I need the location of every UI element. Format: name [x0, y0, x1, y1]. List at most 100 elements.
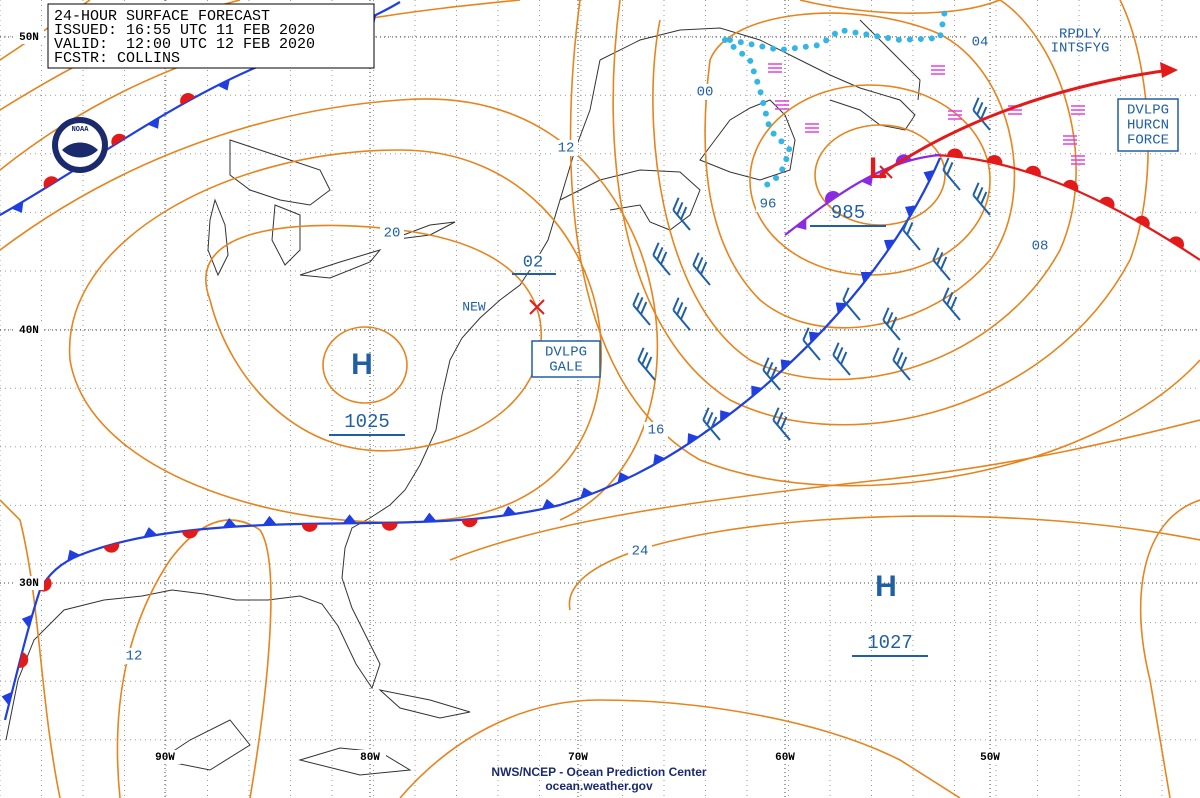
barb-flag [696, 256, 704, 271]
wind-barb [652, 242, 671, 276]
barb-flag [980, 191, 988, 205]
header-line: 24-HOUR SURFACE FORECAST [54, 8, 270, 25]
barb-flag [940, 256, 948, 270]
barb-staff [702, 419, 721, 441]
logo-bird [62, 142, 98, 158]
barb-staff [632, 304, 651, 326]
front-marker [181, 529, 198, 539]
isobar-label-box [644, 422, 668, 438]
front-marker [946, 148, 963, 158]
wind-barb [892, 347, 911, 381]
front-semicircle [301, 523, 318, 532]
front-marker [461, 518, 478, 528]
wind-barb [902, 217, 921, 251]
barb-staff [772, 419, 791, 441]
barb-flag [972, 97, 980, 111]
isobar-label-box [756, 196, 780, 212]
freezing-spray [768, 63, 1085, 165]
barb-flag [976, 101, 984, 116]
annotation: DVLPG [1127, 103, 1169, 119]
front-triangle [541, 498, 556, 510]
barb-flag [710, 416, 718, 430]
system-pressure: 1027 [867, 632, 913, 654]
barb-flag [942, 157, 950, 171]
front-triangle [422, 512, 437, 522]
barb-staff [942, 299, 961, 321]
front-semicircle [18, 652, 29, 668]
coastline [298, 747, 412, 776]
front-marker [180, 93, 196, 105]
barb-flag [980, 106, 988, 120]
footer: ocean.weather.gov [545, 779, 653, 793]
barb-staff [902, 229, 921, 251]
lon-label: 70W [568, 752, 588, 764]
wind-barb [972, 182, 991, 216]
wind-barb [702, 407, 721, 441]
header-line: FCSTR: COLLINS [54, 50, 180, 67]
front-marker [617, 472, 631, 484]
annotation: INTSFYG [1051, 41, 1110, 57]
barb-flag [676, 301, 684, 316]
isobar-label-box [968, 34, 992, 50]
lon-label: 80W [360, 752, 380, 764]
barb-flag [932, 247, 940, 261]
isobar-label: 08 [1032, 239, 1049, 255]
low-center-marker [879, 165, 893, 179]
wind-barb [692, 252, 711, 286]
isobar-label-box [628, 543, 652, 559]
barb-staff [762, 369, 781, 391]
barb-flag [886, 311, 894, 326]
system-symbol: L [869, 152, 887, 185]
isobar-label: 02 [523, 253, 543, 272]
annotation: GALE [549, 360, 583, 376]
front-triangle [751, 385, 763, 397]
front-marker [795, 218, 807, 230]
front-semicircle [825, 191, 840, 204]
isobar-label: 96 [760, 197, 777, 213]
front-marker [147, 117, 160, 129]
wind-barb [942, 287, 961, 321]
lon-label: 60W [775, 752, 795, 764]
front-semicircle [103, 542, 120, 553]
barb-flag [645, 356, 653, 370]
front-semicircle [1025, 165, 1041, 177]
isobar-label: 04 [972, 35, 989, 51]
wind-barb [762, 357, 781, 391]
front-semicircle [181, 529, 198, 539]
front-semicircle [1169, 236, 1185, 249]
isobar [205, 224, 542, 452]
barb-flag [700, 261, 708, 275]
barb-flag [900, 356, 908, 370]
lat-label: 40N [19, 325, 39, 337]
front-marker [1099, 196, 1115, 209]
front-marker [905, 205, 917, 218]
coastline [158, 719, 251, 771]
barb-flag [706, 411, 714, 426]
lat-label-box [14, 30, 44, 44]
front-triangle [795, 218, 807, 230]
barb-flag [896, 351, 904, 366]
front-triangle [860, 272, 873, 284]
front-semicircle [180, 93, 196, 105]
front-triangle [860, 174, 874, 187]
wind-barb [932, 247, 951, 281]
front-triangle [147, 117, 160, 129]
annotation: FORCE [1127, 133, 1169, 149]
isobar [704, 12, 1016, 329]
isobar-label-box [554, 140, 578, 156]
front-semicircle [946, 148, 963, 158]
front-semicircle [381, 522, 398, 531]
barb-flag [950, 296, 958, 310]
isobar [569, 0, 1200, 487]
barb-flag [656, 246, 664, 261]
front-triangle [808, 331, 821, 343]
lat-label: 30N [19, 578, 39, 590]
coastline [299, 249, 382, 279]
front-marker [67, 549, 80, 561]
isobar-label-box [380, 225, 404, 241]
new-low-marker [529, 299, 545, 315]
barb-flag [942, 287, 950, 301]
lon-label-box [769, 750, 801, 764]
front-semicircle [1099, 196, 1115, 209]
